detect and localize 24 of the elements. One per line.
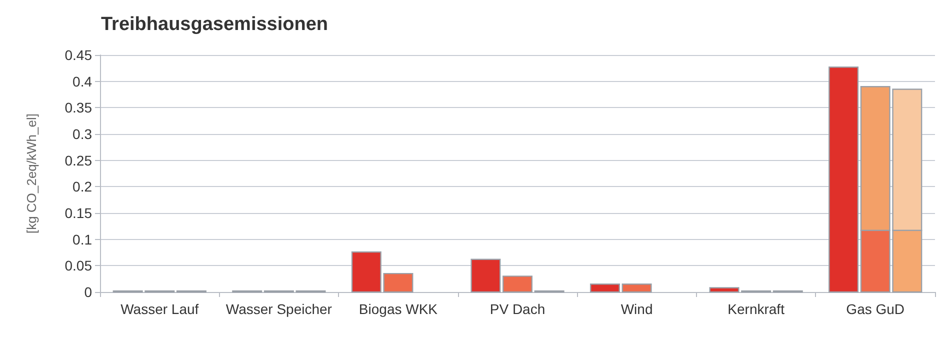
bar	[502, 276, 533, 293]
x-tick-label: Biogas WKK	[358, 301, 438, 317]
x-tick-label: Kernkraft	[728, 301, 785, 317]
x-tick-label: Gas GuD	[846, 301, 905, 317]
y-tick-label: 0.3	[72, 126, 92, 142]
x-tick-label: Wind	[620, 301, 653, 317]
y-tick-label: 0.05	[64, 258, 92, 274]
bar	[590, 284, 620, 293]
y-tick-label: 0.15	[64, 205, 92, 221]
y-tick-label: 0.2	[72, 178, 92, 195]
y-tick-label: 0	[84, 284, 92, 300]
x-tick-label: PV Dach	[490, 301, 546, 317]
y-tick-label: 0.4	[72, 73, 92, 90]
y-tick-label: 0.35	[64, 100, 92, 116]
x-tick-label: Wasser Lauf	[120, 301, 199, 317]
y-axis-title: [kg CO_2eq/kWh_el]	[24, 114, 39, 234]
y-tick-label: 0.1	[72, 231, 92, 248]
chart-title: Treibhausgasemissionen	[101, 14, 328, 35]
bar	[470, 258, 501, 293]
x-tick-label: Wasser Speicher	[226, 301, 332, 317]
y-tick-label: 0.45	[64, 47, 92, 63]
bar	[622, 284, 652, 293]
bar	[828, 66, 859, 293]
y-tick-label: 0.25	[64, 152, 92, 168]
